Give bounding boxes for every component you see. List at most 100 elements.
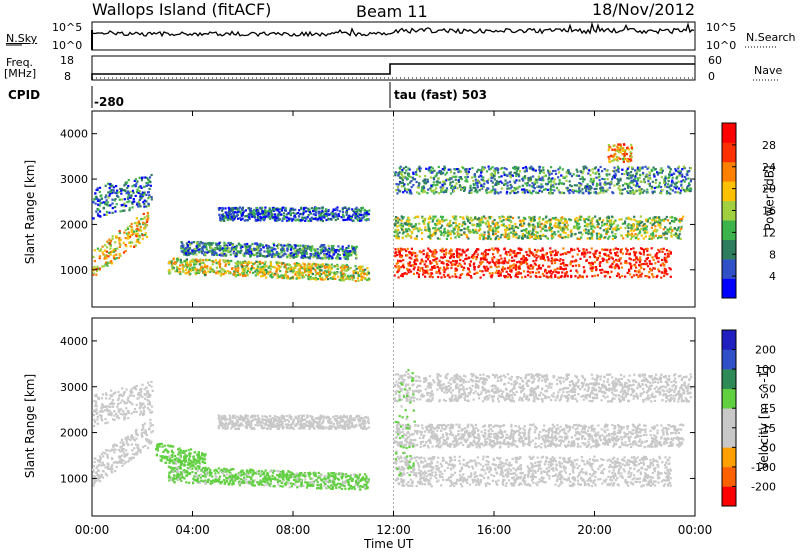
power-cell [455, 268, 459, 271]
power-cell [526, 262, 529, 265]
power-cell [593, 226, 597, 229]
power-cell [345, 210, 348, 213]
power-cell [671, 179, 674, 182]
power-cell [275, 252, 278, 255]
power-cell [147, 202, 150, 205]
power-cell [434, 215, 437, 218]
power-cell [422, 220, 425, 223]
power-cell [465, 274, 469, 277]
power-cell [437, 177, 440, 180]
power-cell [126, 186, 129, 190]
power-cell [109, 240, 113, 243]
power-cell [442, 262, 445, 265]
power-cell [666, 232, 669, 235]
nsky-line [91, 21, 695, 38]
power-cell [451, 175, 454, 178]
power-cell [469, 264, 472, 267]
power-cell [443, 169, 446, 172]
power-cell [273, 244, 276, 247]
power-cell [99, 199, 102, 202]
power-cell [554, 216, 557, 219]
power-cell [640, 167, 643, 170]
power-cell [476, 223, 479, 226]
power-cell [545, 229, 548, 232]
power-cell [506, 187, 509, 190]
power-cell [479, 261, 482, 264]
power-cell [521, 232, 525, 236]
power-cell [290, 246, 293, 249]
power-cell [528, 264, 531, 267]
power-cell [218, 262, 222, 265]
power-cell [406, 254, 409, 257]
power-cell [589, 264, 592, 267]
power-cell [354, 279, 357, 283]
power-cell [488, 215, 491, 219]
power-cell [102, 253, 105, 256]
power-cell [146, 218, 149, 221]
power-cell [630, 224, 633, 227]
power-cell [533, 255, 536, 258]
power-cell [452, 253, 455, 256]
power-cell [607, 272, 610, 275]
power-cell [182, 269, 185, 273]
power-cell [364, 218, 367, 221]
power-cell [516, 261, 519, 264]
power-cell [553, 231, 556, 234]
power-cell [310, 272, 313, 275]
power-cell [267, 245, 270, 248]
power-cell [522, 255, 525, 258]
power-cell [417, 228, 420, 231]
power-cell [607, 227, 610, 230]
power-cell [195, 259, 198, 262]
power-cell [596, 274, 599, 277]
power-cell [521, 184, 524, 187]
power-cell [351, 278, 354, 281]
power-cell [542, 274, 545, 277]
power-cell [523, 216, 526, 219]
power-cell [221, 218, 225, 221]
power-cell [598, 237, 601, 241]
power-cell [129, 234, 133, 237]
power-cell [582, 266, 585, 269]
power-cell [314, 248, 317, 251]
power-cell [641, 224, 644, 227]
power-cell [107, 196, 110, 199]
power-cell [148, 195, 151, 198]
power-cell [528, 251, 532, 254]
power-cell [343, 267, 346, 270]
power-cell [228, 263, 231, 266]
power-cell [221, 207, 225, 210]
power-cell [107, 255, 110, 258]
power-cell [212, 248, 215, 251]
power-cell [638, 169, 641, 172]
power-cell [598, 262, 601, 265]
power-cell [280, 274, 283, 277]
power-cell [413, 225, 416, 228]
power-cell [300, 256, 303, 259]
power-cell [267, 252, 270, 255]
power-cell [278, 211, 281, 214]
power-cell [617, 180, 620, 183]
power-cell [232, 206, 235, 210]
power-cell [306, 256, 309, 259]
power-cell [491, 230, 495, 233]
power-cell [627, 226, 630, 230]
power-cell [478, 189, 481, 192]
power-cell [352, 247, 355, 250]
power-cell [138, 198, 141, 201]
power-cell [496, 235, 499, 238]
power-cell [569, 189, 572, 192]
power-cell [452, 227, 455, 230]
power-cell [411, 225, 414, 228]
power-cell [229, 215, 232, 218]
power-cell [653, 218, 656, 221]
power-cell [325, 253, 328, 256]
power-cell [283, 249, 286, 252]
power-cell [484, 221, 487, 224]
power-cell [310, 248, 313, 251]
power-cell [454, 260, 457, 263]
power-cell [465, 178, 468, 181]
power-cell [414, 227, 417, 230]
power-cell [224, 211, 227, 214]
power-cell [614, 235, 617, 238]
